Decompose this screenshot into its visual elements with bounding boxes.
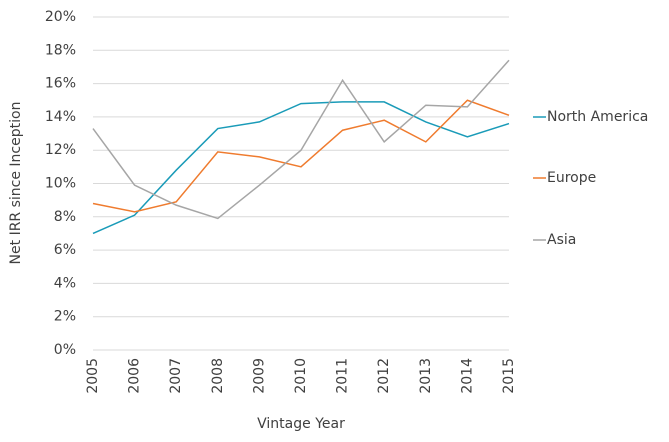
x-tick-label: 2006: [127, 358, 143, 394]
x-tick-label: 2008: [210, 358, 226, 394]
y-tick-label: 8%: [54, 209, 76, 225]
y-tick-label: 18%: [45, 42, 76, 58]
x-tick-label: 2011: [335, 358, 351, 394]
series-line: [92, 99, 510, 213]
x-tick-label: 2009: [251, 358, 267, 394]
series-line: [92, 59, 510, 220]
y-tick-label: 10%: [45, 176, 76, 192]
y-tick-label: 12%: [45, 142, 76, 158]
y-tick-label: 4%: [54, 275, 76, 291]
y-tick-label: 20%: [45, 9, 76, 25]
legend-label: Asia: [547, 232, 576, 248]
x-tick-label: 2005: [85, 358, 101, 394]
x-tick-label: 2010: [293, 358, 309, 394]
legend-label: Europe: [547, 170, 596, 186]
x-axis-title: Vintage Year: [257, 416, 345, 432]
x-tick-label: 2012: [376, 358, 392, 394]
y-tick-label: 0%: [54, 342, 76, 358]
legend-label: North America: [547, 109, 648, 125]
x-tick-label: 2015: [501, 358, 517, 394]
y-axis-title: Net IRR since Inception: [8, 102, 24, 265]
x-tick-label: 2007: [168, 358, 184, 394]
y-tick-label: 14%: [45, 109, 76, 125]
y-tick-label: 16%: [45, 76, 76, 92]
y-tick-label: 2%: [54, 309, 76, 325]
x-tick-label: 2013: [418, 358, 434, 394]
x-tick-label: 2014: [459, 358, 475, 394]
y-tick-label: 6%: [54, 242, 76, 258]
series-line: [92, 101, 510, 235]
